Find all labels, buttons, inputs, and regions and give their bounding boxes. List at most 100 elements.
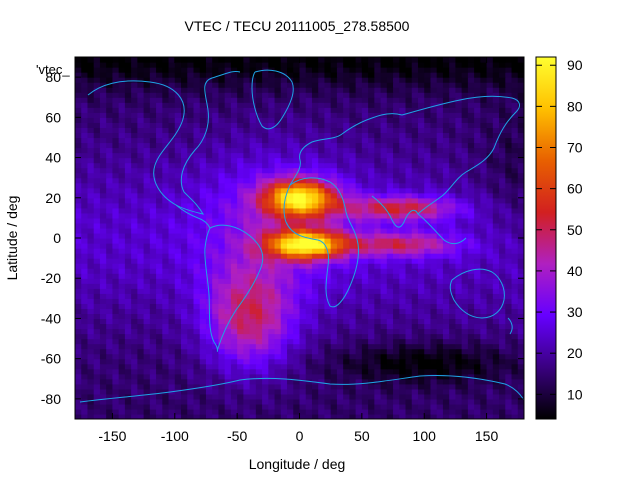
- heatmap-cell: [505, 148, 512, 154]
- heatmap-cell: [455, 334, 462, 340]
- heatmap-cell: [193, 389, 200, 395]
- heatmap-cell: [187, 233, 194, 239]
- heatmap-cell: [362, 127, 369, 133]
- heatmap-cell: [268, 253, 275, 259]
- heatmap-cell: [443, 228, 450, 234]
- heatmap-cell: [349, 313, 356, 319]
- heatmap-cell: [81, 359, 88, 365]
- heatmap-cell: [262, 82, 269, 88]
- heatmap-cell: [162, 384, 169, 390]
- heatmap-cell: [81, 188, 88, 194]
- heatmap-cell: [206, 238, 213, 244]
- heatmap-cell: [112, 243, 119, 249]
- heatmap-cell: [424, 238, 431, 244]
- heatmap-cell: [374, 399, 381, 405]
- heatmap-cell: [368, 87, 375, 93]
- heatmap-cell: [268, 364, 275, 370]
- heatmap-cell: [387, 92, 394, 98]
- heatmap-cell: [474, 318, 481, 324]
- heatmap-cell: [412, 394, 419, 400]
- heatmap-cell: [362, 394, 369, 400]
- heatmap-cell: [362, 188, 369, 194]
- heatmap-cell: [162, 253, 169, 259]
- heatmap-cell: [393, 107, 400, 113]
- heatmap-cell: [212, 122, 219, 128]
- heatmap-cell: [200, 404, 207, 410]
- heatmap-cell: [131, 354, 138, 360]
- heatmap-cell: [374, 374, 381, 380]
- heatmap-cell: [119, 298, 126, 304]
- heatmap-cell: [144, 72, 151, 78]
- heatmap-cell: [81, 112, 88, 118]
- heatmap-cell: [430, 163, 437, 169]
- heatmap-cell: [212, 233, 219, 239]
- heatmap-cell: [237, 399, 244, 405]
- heatmap-cell: [368, 273, 375, 279]
- heatmap-cell: [281, 389, 288, 395]
- heatmap-cell: [512, 404, 519, 410]
- heatmap-cell: [424, 303, 431, 309]
- heatmap-cell: [512, 213, 519, 219]
- heatmap-cell: [362, 278, 369, 284]
- heatmap-cell: [455, 253, 462, 259]
- heatmap-cell: [306, 364, 313, 370]
- heatmap-cell: [275, 273, 282, 279]
- heatmap-cell: [362, 77, 369, 83]
- heatmap-cell: [268, 379, 275, 385]
- heatmap-cell: [81, 117, 88, 123]
- heatmap-cell: [493, 318, 500, 324]
- heatmap-cell: [412, 218, 419, 224]
- heatmap-cell: [349, 132, 356, 138]
- heatmap-cell: [200, 379, 207, 385]
- heatmap-cell: [455, 218, 462, 224]
- heatmap-cell: [262, 248, 269, 254]
- heatmap-cell: [393, 158, 400, 164]
- heatmap-cell: [144, 409, 151, 415]
- heatmap-cell: [455, 258, 462, 264]
- heatmap-cell: [87, 107, 94, 113]
- heatmap-cell: [331, 364, 338, 370]
- heatmap-cell: [381, 238, 388, 244]
- heatmap-cell: [106, 72, 113, 78]
- heatmap-cell: [412, 308, 419, 314]
- heatmap-cell: [312, 354, 319, 360]
- heatmap-cell: [318, 389, 325, 395]
- heatmap-cell: [430, 283, 437, 289]
- heatmap-cell: [94, 364, 101, 370]
- heatmap-cell: [337, 208, 344, 214]
- heatmap-cell: [268, 178, 275, 184]
- heatmap-cell: [262, 339, 269, 345]
- heatmap-cell: [356, 102, 363, 108]
- heatmap-cell: [162, 379, 169, 385]
- heatmap-cell: [156, 329, 163, 335]
- heatmap-cell: [75, 173, 82, 179]
- heatmap-cell: [250, 389, 257, 395]
- heatmap-cell: [187, 369, 194, 375]
- heatmap-cell: [300, 223, 307, 229]
- heatmap-cell: [337, 137, 344, 143]
- heatmap-cell: [187, 112, 194, 118]
- heatmap-cell: [468, 278, 475, 284]
- heatmap-cell: [399, 308, 406, 314]
- heatmap-cell: [331, 344, 338, 350]
- heatmap-cell: [243, 278, 250, 284]
- heatmap-cell: [331, 77, 338, 83]
- heatmap-cell: [75, 132, 82, 138]
- heatmap-cell: [362, 374, 369, 380]
- heatmap-cell: [250, 329, 257, 335]
- heatmap-cell: [250, 364, 257, 370]
- heatmap-cell: [112, 253, 119, 259]
- heatmap-cell: [262, 389, 269, 395]
- heatmap-cell: [237, 349, 244, 355]
- heatmap-cell: [393, 87, 400, 93]
- heatmap-cell: [349, 369, 356, 375]
- heatmap-cell: [462, 354, 469, 360]
- heatmap-cell: [125, 384, 132, 390]
- heatmap-cell: [250, 313, 257, 319]
- heatmap-cell: [106, 168, 113, 174]
- heatmap-cell: [324, 87, 331, 93]
- heatmap-cell: [343, 87, 350, 93]
- heatmap-cell: [281, 268, 288, 274]
- heatmap-cell: [412, 77, 419, 83]
- heatmap-cell: [75, 67, 82, 73]
